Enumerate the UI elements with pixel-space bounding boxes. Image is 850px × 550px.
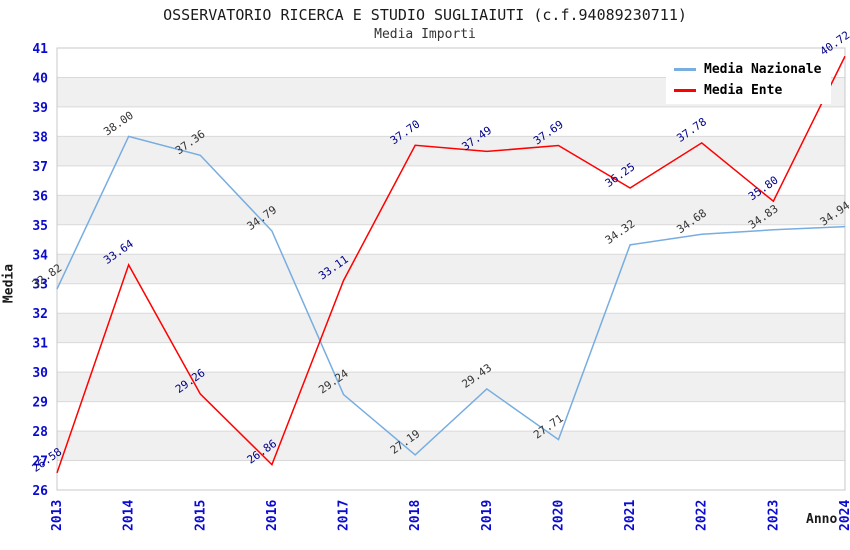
x-tick-label: 2013	[50, 500, 65, 531]
plot-band	[57, 372, 845, 402]
y-tick-label: 35	[32, 219, 48, 234]
y-tick-label: 37	[32, 160, 48, 175]
series-line-media-nazionale	[56, 135, 846, 456]
x-axis-title: Anno	[806, 512, 838, 527]
y-tick-label: 38	[32, 130, 48, 145]
x-tick-label: 2022	[695, 500, 710, 531]
y-tick-label: 41	[32, 42, 48, 57]
legend-swatch-red-line	[674, 89, 696, 92]
plot-band	[57, 342, 845, 373]
plot-band	[57, 313, 845, 343]
x-tick-label: 2016	[265, 500, 280, 531]
legend-item-media-ente[interactable]: Media Ente	[674, 83, 821, 98]
legend-swatch-blue-line	[674, 68, 696, 71]
plot-band	[57, 224, 845, 255]
chart-subtitle: Media Importi	[374, 27, 476, 42]
plot-band	[57, 254, 845, 284]
legend-label: Media Ente	[704, 83, 783, 98]
y-tick-label: 28	[32, 425, 48, 440]
y-axis-title: Media	[1, 263, 17, 304]
chart-title: OSSERVATORIO RICERCA E STUDIO SUGLIAIUTI…	[163, 6, 687, 24]
y-tick-label: 27	[32, 455, 48, 470]
y-tick-label: 39	[32, 101, 48, 116]
plot-band	[57, 195, 845, 225]
y-tick-label: 36	[32, 189, 48, 204]
y-tick-label: 31	[32, 337, 48, 352]
x-tick-label: 2020	[551, 500, 566, 531]
y-tick-label: 30	[32, 366, 48, 381]
plot-band	[57, 165, 845, 196]
y-tick-label: 29	[32, 396, 48, 411]
x-tick-label: 2014	[122, 500, 137, 531]
plot-band	[57, 283, 845, 314]
legend-label: Media Nazionale	[704, 62, 822, 77]
plot-band	[57, 460, 845, 490]
legend-item-media-nazionale[interactable]: Media Nazionale	[674, 62, 821, 77]
y-tick-label: 32	[32, 307, 48, 322]
plot-band	[57, 401, 845, 432]
x-tick-label: 2021	[623, 500, 638, 531]
y-tick-label: 34	[32, 248, 48, 263]
x-tick-label: 2018	[408, 500, 423, 531]
plot-band	[57, 431, 845, 461]
series-line-media-ente	[56, 55, 846, 474]
y-tick-label: 33	[32, 278, 48, 293]
y-tick-label: 26	[32, 484, 48, 499]
x-tick-label: 2015	[193, 500, 208, 531]
x-tick-label: 2023	[766, 500, 781, 531]
x-tick-label: 2019	[480, 500, 495, 531]
plot-band	[57, 136, 845, 166]
plot-band	[57, 106, 845, 137]
y-tick-label: 40	[32, 71, 48, 86]
x-tick-label: 2017	[337, 500, 352, 531]
plot-border	[56, 47, 846, 491]
legend: Media Nazionale Media Ente	[666, 56, 832, 104]
x-tick-label: 2024	[838, 500, 850, 531]
